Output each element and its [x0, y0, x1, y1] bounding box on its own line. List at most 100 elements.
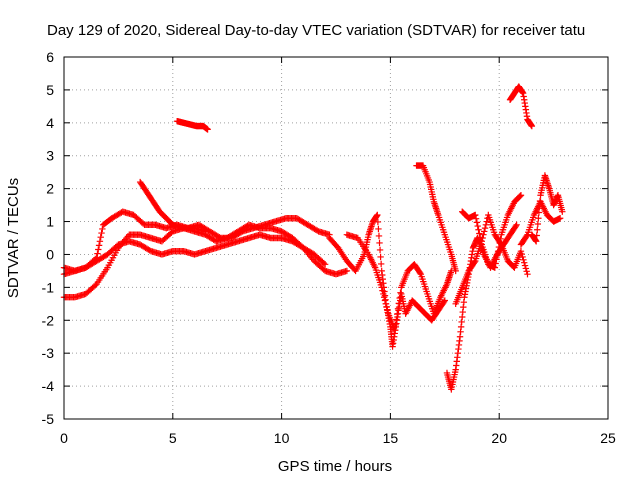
chart-title: Day 129 of 2020, Sidereal Day-to-day VTE…	[47, 22, 585, 39]
data-point	[95, 242, 103, 249]
series-track-c	[60, 231, 351, 278]
x-tick-label: 25	[600, 430, 616, 446]
data-point	[392, 321, 399, 328]
data-point	[517, 247, 525, 255]
y-tick-label: -4	[42, 378, 55, 394]
data-point	[517, 192, 525, 199]
y-axis-label: SDTVAR / TECUs	[5, 178, 22, 298]
data-point	[97, 233, 104, 241]
data-point	[476, 233, 484, 241]
data-point	[375, 232, 383, 240]
data-point	[518, 250, 525, 258]
data-point	[493, 256, 500, 263]
x-tick-label: 20	[491, 430, 507, 446]
data-point	[98, 229, 105, 237]
series-track-k	[459, 192, 525, 271]
data-point	[375, 225, 382, 233]
series-track-g	[343, 231, 455, 334]
series-track-n	[517, 198, 564, 248]
data-point	[534, 220, 542, 228]
y-tick-label: 1	[46, 214, 54, 230]
x-tick-label: 0	[60, 430, 68, 446]
data-point	[494, 247, 502, 255]
data-point	[416, 269, 424, 277]
data-point	[523, 268, 530, 275]
data-point	[528, 122, 536, 130]
data-point	[559, 208, 566, 215]
data-point	[472, 215, 480, 222]
data-point	[380, 290, 387, 298]
data-point	[391, 326, 398, 334]
data-point	[480, 231, 487, 238]
data-point	[202, 228, 209, 235]
y-tick-label: 0	[46, 246, 54, 262]
x-tick-label: 10	[274, 430, 290, 446]
data-point	[473, 219, 481, 226]
data-point	[384, 307, 391, 314]
y-tick-label: -5	[42, 411, 55, 427]
y-tick-label: 4	[46, 115, 54, 131]
y-tick-label: -3	[42, 345, 55, 361]
data-point	[382, 300, 389, 308]
data-point	[477, 237, 485, 245]
data-point	[533, 232, 540, 239]
series-track-b	[60, 221, 329, 301]
data-point	[520, 256, 527, 264]
data-point	[343, 267, 351, 275]
data-point	[472, 211, 479, 219]
data-point	[491, 264, 499, 271]
y-tick-label: 5	[46, 82, 54, 98]
data-point	[523, 232, 530, 240]
data-point	[377, 253, 384, 261]
data-point	[321, 261, 329, 268]
data-point	[482, 221, 490, 229]
data-point	[452, 267, 459, 275]
y-tick-label: -2	[42, 312, 55, 328]
data-point	[492, 260, 499, 267]
marks-layer	[60, 83, 566, 393]
ticks-layer: 0 5 10 15 20 25 -5 -4 -3 -2 -1 0 1 2 3 4 5 6	[42, 49, 616, 446]
data-point	[204, 126, 211, 133]
data-point	[378, 284, 385, 291]
data-point	[374, 218, 382, 226]
y-tick-label: 3	[46, 148, 54, 164]
data-point	[535, 215, 542, 222]
data-point	[483, 218, 490, 225]
data-point	[475, 226, 482, 233]
data-point	[532, 238, 540, 245]
data-point	[512, 222, 519, 230]
data-point	[481, 228, 488, 235]
y-tick-label: -1	[42, 279, 55, 295]
data-point	[92, 282, 99, 289]
data-point	[521, 262, 529, 269]
y-tick-label: 6	[46, 49, 54, 65]
data-point	[519, 253, 526, 261]
data-point	[471, 259, 478, 266]
data-point	[521, 259, 528, 266]
data-point	[513, 221, 520, 229]
data-point	[99, 225, 106, 233]
data-point	[374, 211, 381, 219]
x-tick-label: 15	[383, 430, 399, 446]
data-point	[397, 289, 404, 296]
data-point	[556, 215, 564, 222]
data-point	[497, 235, 504, 243]
data-point	[380, 294, 388, 301]
data-point	[481, 224, 489, 232]
data-point	[377, 260, 385, 268]
data-point	[496, 239, 503, 247]
data-point	[495, 243, 503, 251]
data-point	[396, 294, 403, 302]
series-track-j	[452, 211, 531, 308]
data-point	[393, 316, 400, 323]
data-point	[522, 265, 530, 272]
data-point	[474, 222, 481, 230]
data-point	[476, 230, 483, 237]
y-tick-label: 2	[46, 181, 54, 197]
data-point	[395, 300, 403, 307]
data-point	[381, 297, 389, 304]
series-track-e	[173, 117, 211, 133]
data-point	[394, 310, 401, 318]
